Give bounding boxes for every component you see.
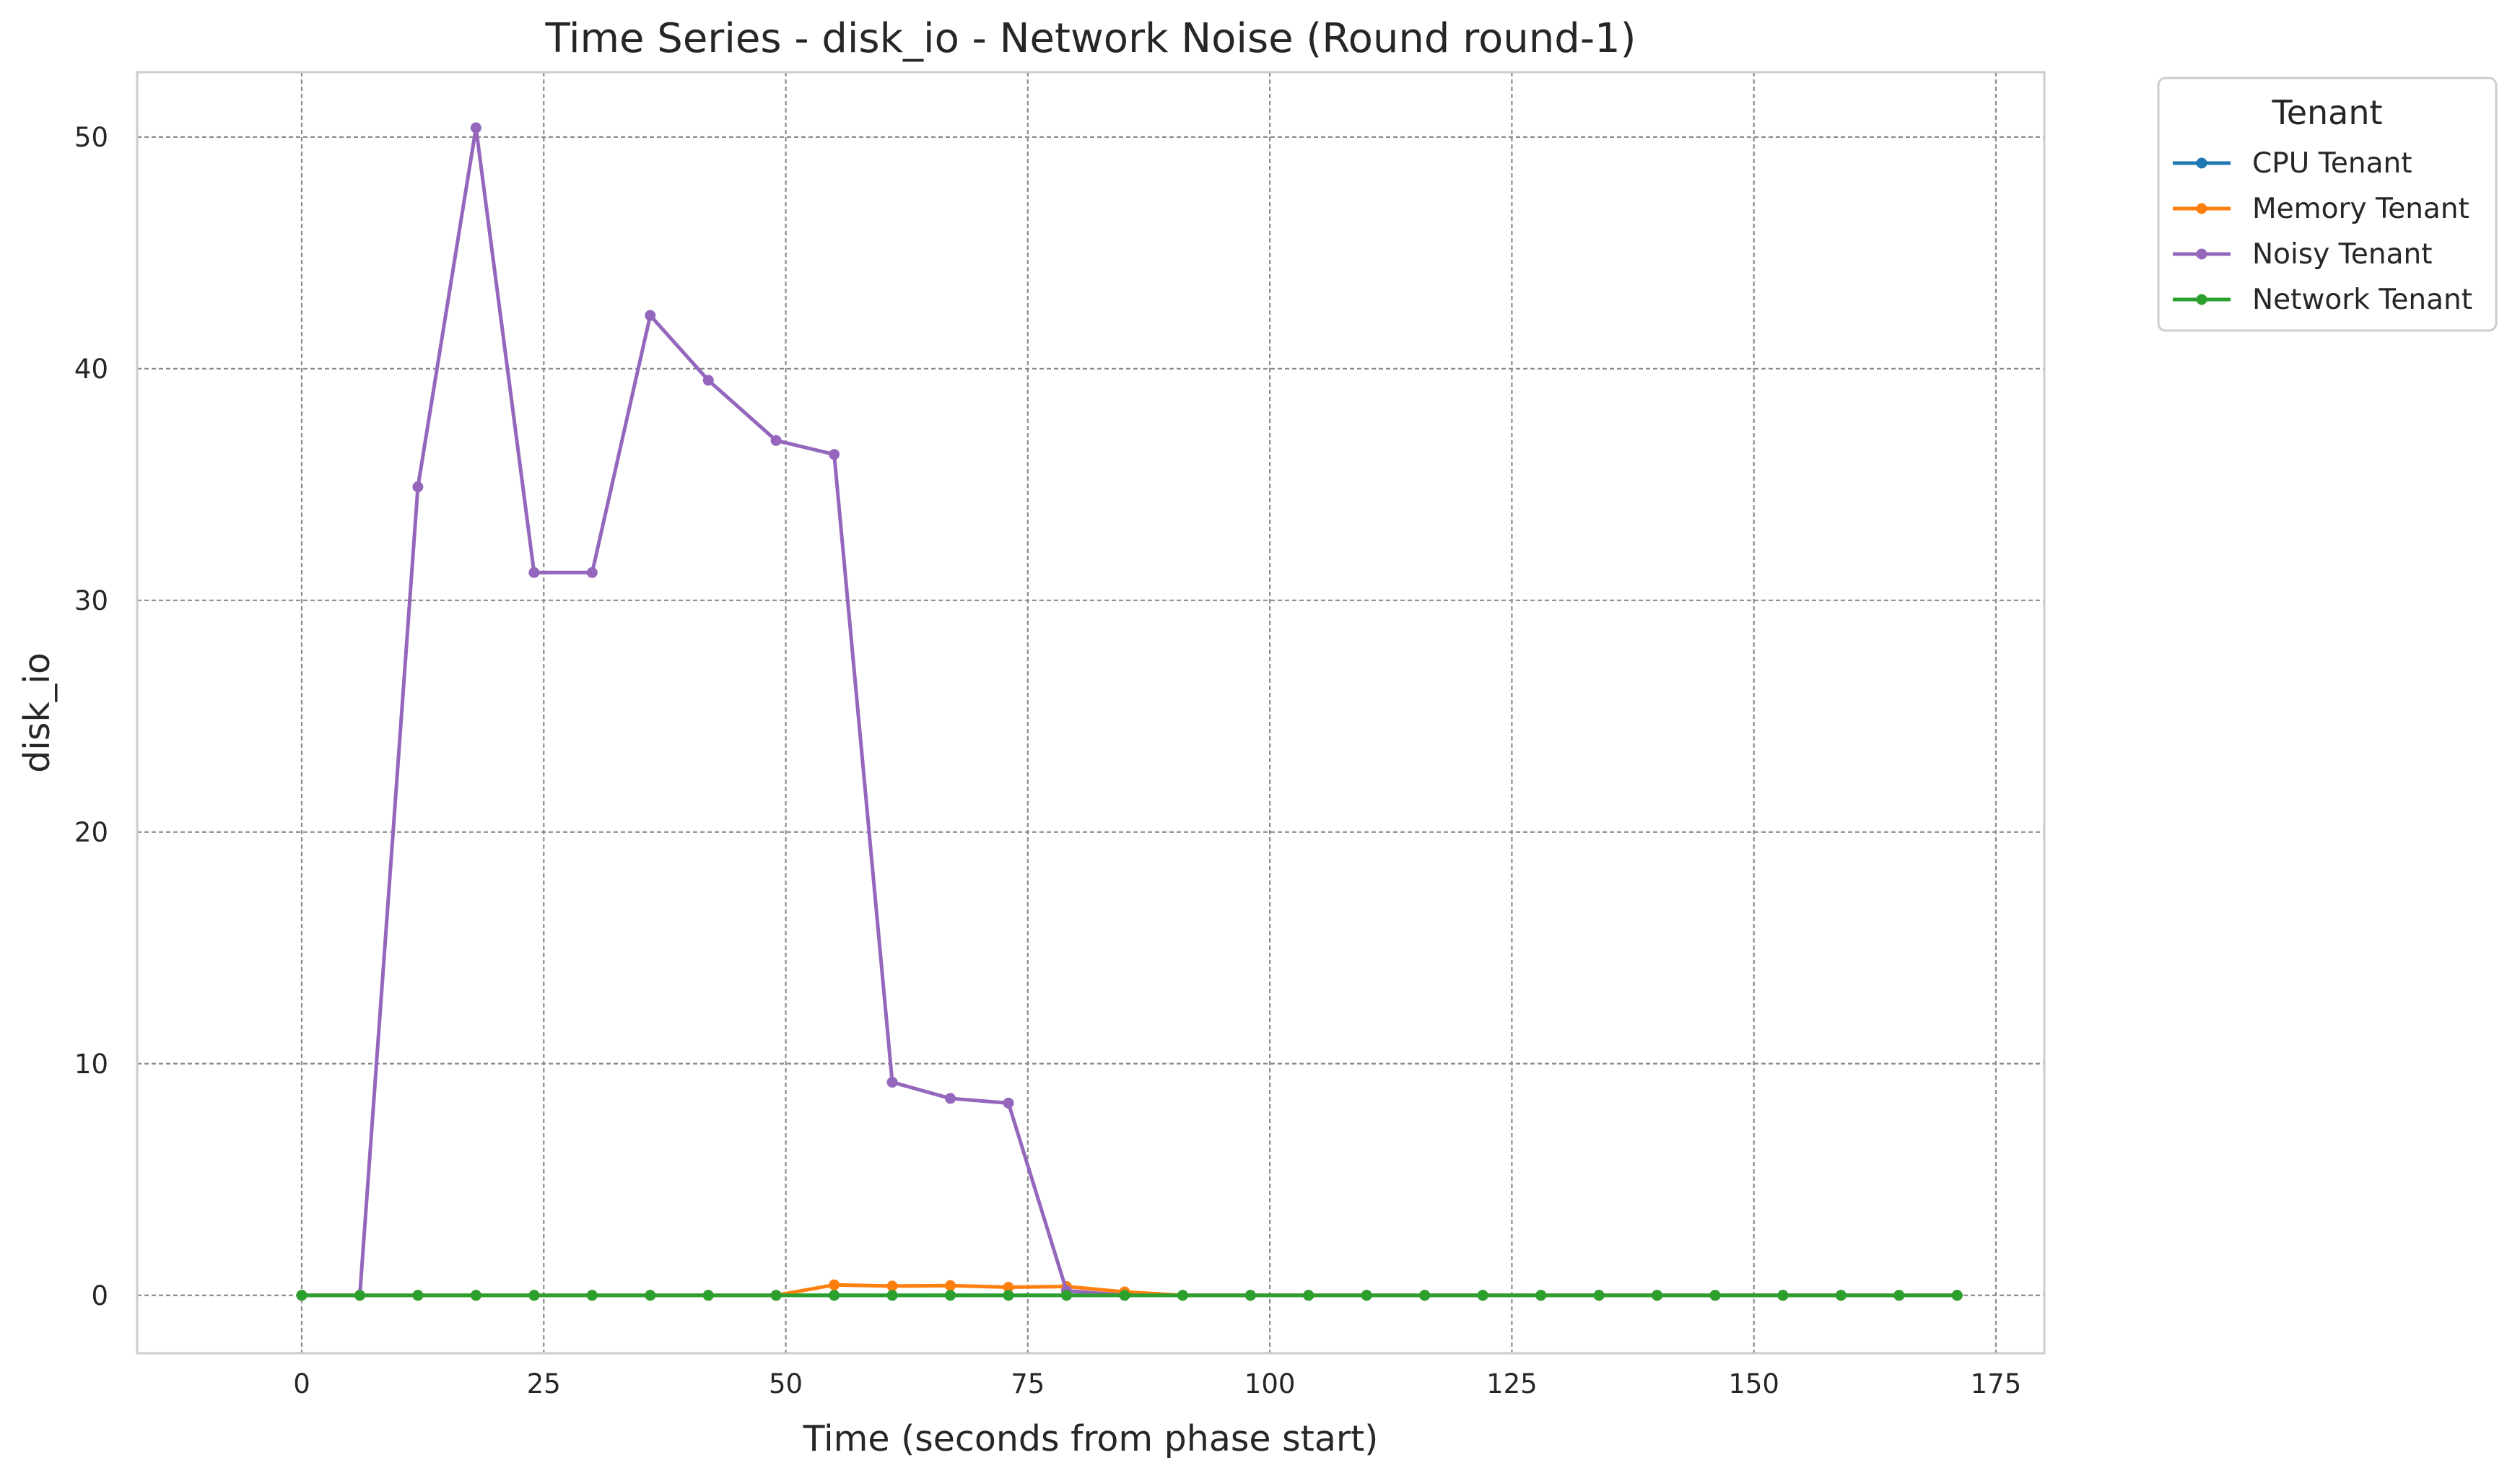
legend-swatch-marker <box>2196 248 2207 260</box>
legend-label: Memory Tenant <box>2252 193 2469 225</box>
data-point <box>470 1290 481 1301</box>
data-point <box>1593 1290 1605 1301</box>
data-point <box>354 1290 365 1301</box>
data-point <box>1244 1290 1256 1301</box>
data-point <box>945 1093 956 1104</box>
series-network-tenant <box>296 1290 1963 1301</box>
data-point <box>886 1290 898 1301</box>
legend-label: CPU Tenant <box>2252 147 2412 180</box>
x-tick-label: 0 <box>293 1368 310 1399</box>
x-tick-label: 175 <box>1971 1368 2022 1399</box>
x-tick-label: 150 <box>1728 1368 1779 1399</box>
data-point <box>1893 1290 1905 1301</box>
data-point <box>1709 1290 1721 1301</box>
data-point <box>829 1279 840 1290</box>
legend-box <box>2157 77 2498 332</box>
y-tick-label: 20 <box>74 817 108 848</box>
data-point <box>586 567 598 578</box>
x-tick-label: 25 <box>527 1368 561 1399</box>
legend-item: Noisy Tenant <box>2173 238 2432 271</box>
data-point <box>1003 1097 1014 1109</box>
y-tick-label: 40 <box>74 354 108 385</box>
data-point <box>1835 1290 1847 1301</box>
legend-swatch-marker <box>2196 203 2207 214</box>
legend-swatch-marker <box>2196 157 2207 169</box>
data-point <box>528 1290 540 1301</box>
data-point <box>770 1290 782 1301</box>
x-tick-label: 50 <box>769 1368 803 1399</box>
data-point <box>296 1290 308 1301</box>
data-point <box>528 567 540 578</box>
plot-frame <box>136 71 2046 1355</box>
grid-layer <box>137 72 2044 1353</box>
data-point <box>470 122 481 134</box>
legend-item: Network Tenant <box>2173 284 2472 316</box>
data-point <box>645 310 656 321</box>
legend: Tenant CPU Tenant Memory Tenant Noisy Tena… <box>2157 77 2498 332</box>
series-line <box>300 126 1959 1298</box>
data-point <box>702 1290 714 1301</box>
data-point <box>886 1076 898 1088</box>
data-point <box>1652 1290 1663 1301</box>
y-tick-label: 50 <box>74 122 108 153</box>
data-point <box>1477 1290 1488 1301</box>
data-point <box>645 1290 656 1301</box>
data-point <box>945 1280 956 1291</box>
y-tick-label: 0 <box>91 1280 108 1311</box>
data-point <box>412 481 424 493</box>
legend-item: Memory Tenant <box>2173 193 2469 225</box>
legend-item: CPU Tenant <box>2173 147 2412 180</box>
legend-title: Tenant <box>2271 93 2382 132</box>
axis-layer: 0 25 50 75 100 125 150 175 0 10 20 30 40 50 <box>74 122 2021 1399</box>
x-tick-label: 75 <box>1011 1368 1045 1399</box>
data-point <box>886 1280 898 1292</box>
data-point <box>1060 1290 1072 1301</box>
data-point <box>945 1290 956 1301</box>
x-axis-label: Time (seconds from phase start) <box>803 1418 1379 1459</box>
chart-title: Time Series - disk_io - Network Noise (R… <box>544 15 1636 62</box>
data-point <box>1003 1282 1014 1293</box>
legend-items: CPU Tenant Memory Tenant Noisy Tenant Netwo… <box>2173 147 2472 316</box>
x-tick-label: 100 <box>1244 1368 1296 1399</box>
data-point <box>829 449 840 460</box>
data-point <box>1177 1290 1188 1301</box>
data-point <box>770 434 782 446</box>
data-point <box>1777 1290 1789 1301</box>
y-axis-label: disk_io <box>17 652 58 773</box>
legend-swatch-marker <box>2196 294 2207 305</box>
data-point <box>1419 1290 1431 1301</box>
data-point <box>1951 1290 1963 1301</box>
data-point <box>1535 1290 1547 1301</box>
legend-label: Noisy Tenant <box>2252 238 2432 271</box>
data-point <box>412 1290 424 1301</box>
data-point <box>586 1290 598 1301</box>
legend-label: Network Tenant <box>2252 284 2472 316</box>
data-point <box>1119 1290 1130 1301</box>
x-tick-label: 125 <box>1486 1368 1538 1399</box>
series-layer <box>296 122 1963 1301</box>
data-point <box>1003 1290 1014 1301</box>
data-point <box>1303 1290 1315 1301</box>
series-noisy-tenant <box>296 122 1963 1301</box>
y-tick-label: 10 <box>74 1049 108 1080</box>
data-point <box>829 1290 840 1301</box>
y-tick-label: 30 <box>74 585 108 616</box>
data-point <box>702 375 714 386</box>
data-point <box>1361 1290 1372 1301</box>
